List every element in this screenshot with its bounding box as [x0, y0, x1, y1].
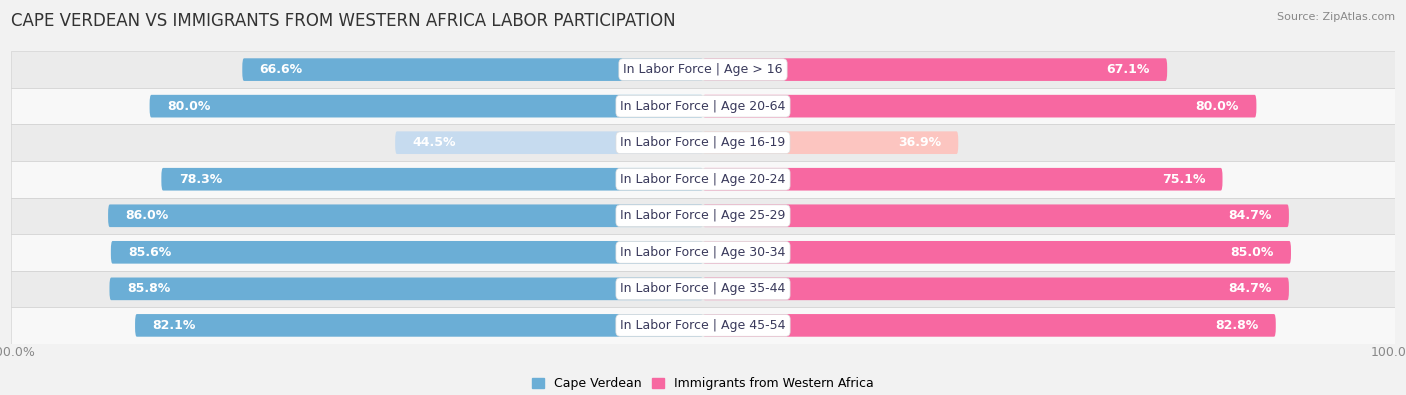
Text: 80.0%: 80.0%	[167, 100, 211, 113]
FancyBboxPatch shape	[135, 314, 703, 337]
FancyBboxPatch shape	[703, 58, 1167, 81]
FancyBboxPatch shape	[395, 132, 703, 154]
FancyBboxPatch shape	[108, 205, 703, 227]
Text: 85.0%: 85.0%	[1230, 246, 1274, 259]
FancyBboxPatch shape	[703, 205, 1289, 227]
Bar	[11, 234, 1395, 271]
Text: In Labor Force | Age 45-54: In Labor Force | Age 45-54	[620, 319, 786, 332]
Text: In Labor Force | Age 20-24: In Labor Force | Age 20-24	[620, 173, 786, 186]
FancyBboxPatch shape	[242, 58, 703, 81]
Bar	[11, 271, 1395, 307]
FancyBboxPatch shape	[149, 95, 703, 117]
FancyBboxPatch shape	[703, 132, 959, 154]
FancyBboxPatch shape	[162, 168, 703, 190]
Bar	[11, 161, 1395, 198]
Text: 80.0%: 80.0%	[1195, 100, 1239, 113]
Bar	[11, 198, 1395, 234]
Text: 82.1%: 82.1%	[152, 319, 195, 332]
FancyBboxPatch shape	[703, 314, 1275, 337]
Text: Source: ZipAtlas.com: Source: ZipAtlas.com	[1277, 12, 1395, 22]
Text: In Labor Force | Age 30-34: In Labor Force | Age 30-34	[620, 246, 786, 259]
Bar	[11, 124, 1395, 161]
Text: 67.1%: 67.1%	[1107, 63, 1150, 76]
Text: 66.6%: 66.6%	[260, 63, 302, 76]
Text: 85.8%: 85.8%	[127, 282, 170, 295]
FancyBboxPatch shape	[110, 278, 703, 300]
FancyBboxPatch shape	[703, 241, 1291, 263]
Bar	[11, 51, 1395, 88]
FancyBboxPatch shape	[703, 95, 1257, 117]
Text: CAPE VERDEAN VS IMMIGRANTS FROM WESTERN AFRICA LABOR PARTICIPATION: CAPE VERDEAN VS IMMIGRANTS FROM WESTERN …	[11, 12, 676, 30]
FancyBboxPatch shape	[111, 241, 703, 263]
Bar	[11, 88, 1395, 124]
Text: 86.0%: 86.0%	[125, 209, 169, 222]
Text: 84.7%: 84.7%	[1229, 282, 1271, 295]
Bar	[11, 307, 1395, 344]
Legend: Cape Verdean, Immigrants from Western Africa: Cape Verdean, Immigrants from Western Af…	[531, 377, 875, 390]
Text: In Labor Force | Age > 16: In Labor Force | Age > 16	[623, 63, 783, 76]
Text: In Labor Force | Age 16-19: In Labor Force | Age 16-19	[620, 136, 786, 149]
FancyBboxPatch shape	[703, 278, 1289, 300]
Text: 84.7%: 84.7%	[1229, 209, 1271, 222]
Text: 78.3%: 78.3%	[179, 173, 222, 186]
Text: 36.9%: 36.9%	[898, 136, 941, 149]
Text: In Labor Force | Age 35-44: In Labor Force | Age 35-44	[620, 282, 786, 295]
Text: In Labor Force | Age 20-64: In Labor Force | Age 20-64	[620, 100, 786, 113]
Text: 82.8%: 82.8%	[1215, 319, 1258, 332]
Text: 85.6%: 85.6%	[128, 246, 172, 259]
Text: 44.5%: 44.5%	[412, 136, 456, 149]
FancyBboxPatch shape	[703, 168, 1222, 190]
Text: 75.1%: 75.1%	[1161, 173, 1205, 186]
Text: In Labor Force | Age 25-29: In Labor Force | Age 25-29	[620, 209, 786, 222]
